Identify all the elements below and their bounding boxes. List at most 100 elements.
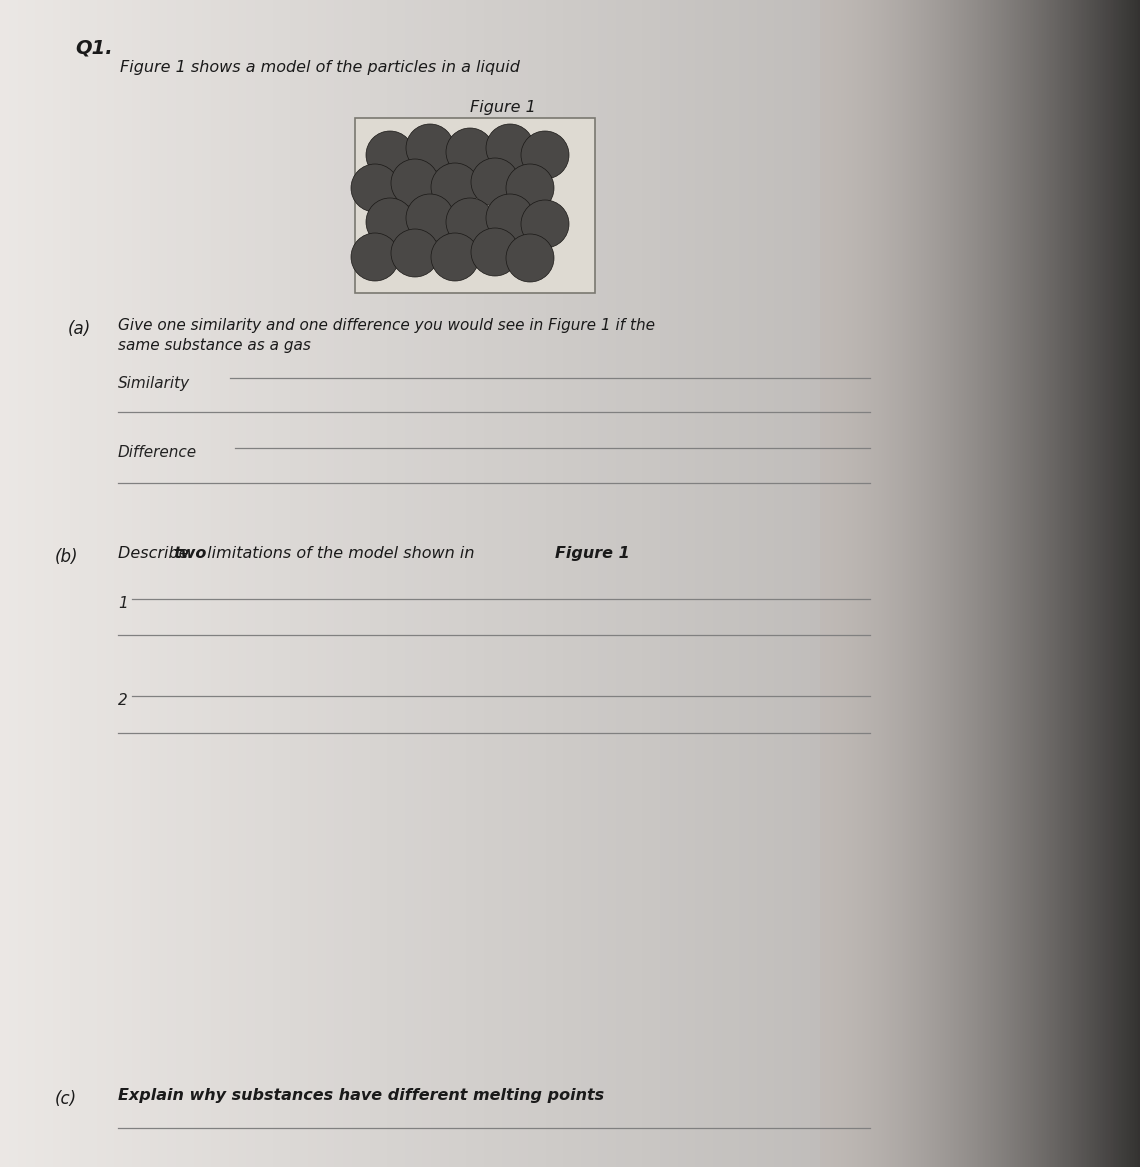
Bar [954,0,956,1167]
Bar [994,0,996,1167]
Bar [211,0,221,1167]
Bar [1119,0,1121,1167]
Bar [854,0,855,1167]
Bar [1117,0,1119,1167]
Bar [264,0,274,1167]
Bar [651,0,661,1167]
Bar [1088,0,1089,1167]
Bar [580,0,591,1167]
Bar [895,0,897,1167]
Bar [519,0,529,1167]
Bar [502,0,512,1167]
Bar [959,0,961,1167]
Bar [246,0,256,1167]
Bar [449,0,458,1167]
Bar [1092,0,1093,1167]
Bar [1050,0,1052,1167]
Bar [766,0,775,1167]
Bar [0,0,10,1167]
Bar [970,0,972,1167]
Circle shape [431,233,479,281]
Bar [123,0,133,1167]
Bar [897,0,898,1167]
Bar [1115,0,1116,1167]
Circle shape [521,131,569,179]
Bar [546,0,555,1167]
Bar [1018,0,1020,1167]
Bar [431,0,441,1167]
Bar [26,0,36,1167]
Bar [1057,0,1059,1167]
Bar [492,0,503,1167]
Bar [800,0,811,1167]
Bar [871,0,873,1167]
Bar [902,0,903,1167]
Bar [220,0,230,1167]
Bar [1012,0,1013,1167]
Bar [1101,0,1104,1167]
Bar [886,0,887,1167]
Bar [1065,0,1067,1167]
Bar [1009,0,1010,1167]
Bar [876,0,878,1167]
Bar [1041,0,1042,1167]
Bar [608,0,617,1167]
Bar [863,0,865,1167]
Bar [847,0,849,1167]
Bar [1001,0,1002,1167]
Bar [79,0,89,1167]
Bar [9,0,18,1167]
Bar [938,0,940,1167]
Text: Q1.: Q1. [75,39,113,57]
Bar [964,0,966,1167]
Bar [643,0,652,1167]
Bar [858,0,860,1167]
Bar [833,0,834,1167]
Bar [722,0,732,1167]
Bar [972,0,974,1167]
Bar [705,0,714,1167]
Bar [962,0,964,1167]
Bar [1044,0,1045,1167]
Bar [1112,0,1113,1167]
Bar [980,0,982,1167]
Bar [913,0,914,1167]
Bar [831,0,833,1167]
Text: Similarity: Similarity [119,376,190,391]
Bar [355,118,595,293]
Bar [922,0,925,1167]
Bar [982,0,984,1167]
Bar [1010,0,1012,1167]
Bar [792,0,801,1167]
Bar [1040,0,1041,1167]
Bar [977,0,978,1167]
Bar [953,0,954,1167]
Bar [956,0,958,1167]
Bar [996,0,998,1167]
Text: (b): (b) [55,548,79,566]
Bar [1053,0,1056,1167]
Bar [1116,0,1117,1167]
Bar [907,0,910,1167]
Bar [1104,0,1105,1167]
Bar [809,0,820,1167]
Bar [1113,0,1115,1167]
Circle shape [446,128,494,176]
Bar [1125,0,1127,1167]
Text: Explain why substances have different melting points: Explain why substances have different me… [119,1088,604,1103]
Bar [966,0,968,1167]
Circle shape [506,235,554,282]
Bar [836,0,846,1167]
Bar [44,0,54,1167]
Text: limitations of the model shown in: limitations of the model shown in [202,546,480,561]
Bar [1042,0,1044,1167]
Bar [291,0,300,1167]
Bar [914,0,917,1167]
Bar [52,0,63,1167]
Bar [1068,0,1069,1167]
Bar [1045,0,1048,1167]
Circle shape [431,163,479,211]
Text: Difference: Difference [119,445,197,460]
Bar [1139,0,1140,1167]
Bar [857,0,858,1167]
